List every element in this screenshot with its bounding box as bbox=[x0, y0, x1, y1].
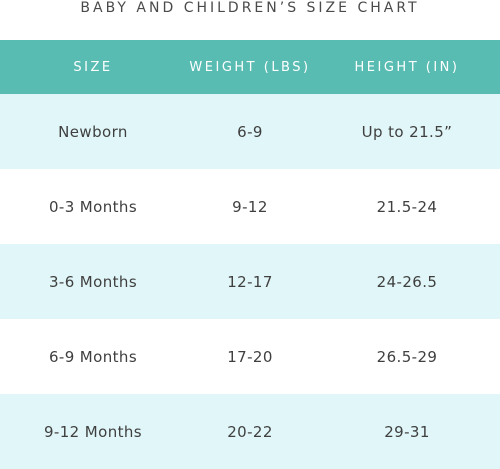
table-header-row: SIZE WEIGHT (LBS) HEIGHT (IN) bbox=[0, 40, 500, 94]
header-height: HEIGHT (IN) bbox=[354, 59, 460, 75]
size-cell: 0-3 Months bbox=[48, 197, 138, 216]
weight-cell: 17-20 bbox=[227, 347, 273, 366]
height-cell: 29-31 bbox=[384, 422, 430, 441]
size-cell: 6-9 Months bbox=[48, 347, 138, 366]
table-row: 3-6 Months 12-17 24-26.5 bbox=[0, 244, 500, 319]
height-cell: Up to 21.5” bbox=[361, 122, 453, 141]
size-cell: Newborn bbox=[58, 122, 128, 141]
weight-cell: 6-9 bbox=[237, 122, 263, 141]
weight-cell: 12-17 bbox=[227, 272, 273, 291]
height-cell: 26.5-29 bbox=[376, 347, 438, 366]
weight-cell: 9-12 bbox=[232, 197, 268, 216]
height-cell: 24-26.5 bbox=[376, 272, 438, 291]
header-weight: WEIGHT (LBS) bbox=[189, 59, 311, 75]
size-cell: 3-6 Months bbox=[48, 272, 138, 291]
table-row: Newborn 6-9 Up to 21.5” bbox=[0, 94, 500, 169]
size-table: SIZE WEIGHT (LBS) HEIGHT (IN) Newborn 6-… bbox=[0, 40, 500, 469]
table-row: 0-3 Months 9-12 21.5-24 bbox=[0, 169, 500, 244]
size-cell: 9-12 Months bbox=[43, 422, 143, 441]
chart-title: BABY AND CHILDREN’S SIZE CHART bbox=[80, 0, 420, 16]
height-cell: 21.5-24 bbox=[376, 197, 438, 216]
weight-cell: 20-22 bbox=[227, 422, 273, 441]
table-row: 6-9 Months 17-20 26.5-29 bbox=[0, 319, 500, 394]
header-size: SIZE bbox=[73, 59, 113, 75]
table-row: 9-12 Months 20-22 29-31 bbox=[0, 394, 500, 469]
